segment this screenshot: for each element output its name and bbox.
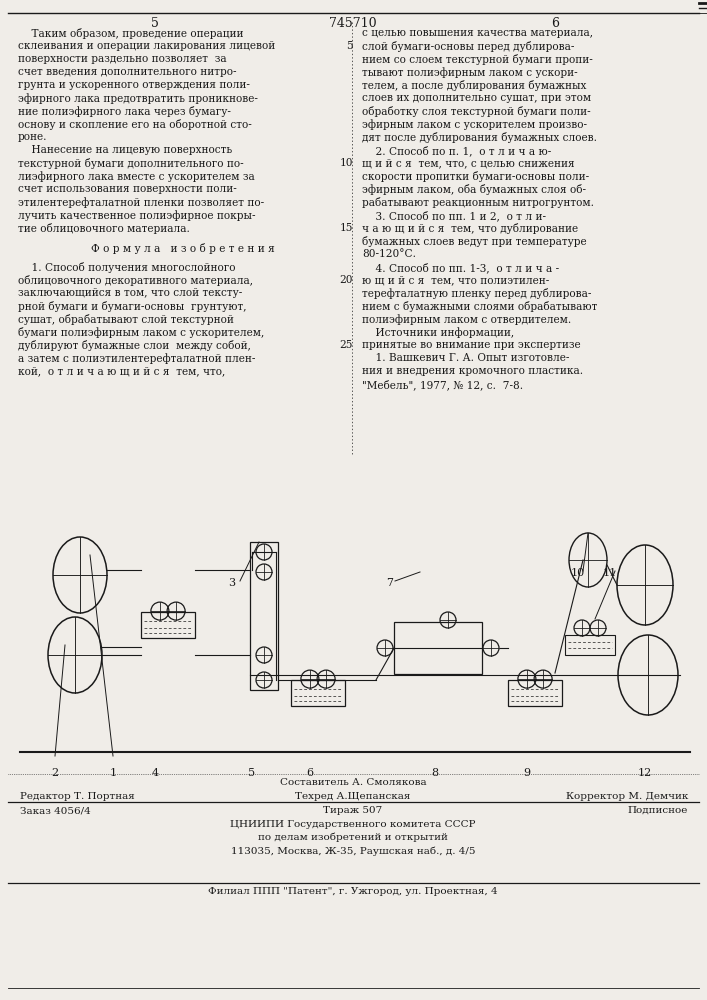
Text: 2. Способ по п. 1,  о т л и ч а ю-: 2. Способ по п. 1, о т л и ч а ю-: [362, 145, 551, 156]
Text: эфирного лака предотвратить проникнове-: эфирного лака предотвратить проникнове-: [18, 93, 258, 104]
Text: 113035, Москва, Ж-35, Раушская наб., д. 4/5: 113035, Москва, Ж-35, Раушская наб., д. …: [230, 846, 475, 856]
Text: Корректор М. Демчик: Корректор М. Демчик: [566, 792, 688, 801]
Text: роне.: роне.: [18, 132, 47, 142]
Text: полиэфирным лаком с отвердителем.: полиэфирным лаком с отвердителем.: [362, 314, 571, 325]
Text: сушат, обрабатывают слой текстурной: сушат, обрабатывают слой текстурной: [18, 314, 234, 325]
Text: слой бумаги-основы перед дублирова-: слой бумаги-основы перед дублирова-: [362, 41, 574, 52]
Bar: [250, 542, 278, 690]
Text: кой,  о т л и ч а ю щ и й с я  тем, что,: кой, о т л и ч а ю щ и й с я тем, что,: [18, 366, 226, 376]
Text: телем, а после дублирования бумажных: телем, а после дублирования бумажных: [362, 80, 586, 91]
Text: нием с бумажными слоями обрабатывают: нием с бумажными слоями обрабатывают: [362, 301, 597, 312]
Bar: [394, 622, 482, 674]
Text: ния и внедрения кромочного пластика.: ния и внедрения кромочного пластика.: [362, 366, 583, 376]
Text: терефталатную пленку перед дублирова-: терефталатную пленку перед дублирова-: [362, 288, 591, 299]
Text: 80-120°С.: 80-120°С.: [362, 249, 416, 259]
Text: 1. Вашкевич Г. А. Опыт изготовле-: 1. Вашкевич Г. А. Опыт изготовле-: [362, 353, 569, 363]
Text: ю щ и й с я  тем, что полиэтилен-: ю щ и й с я тем, что полиэтилен-: [362, 275, 549, 285]
Text: бумаги полиэфирным лаком с ускорителем,: бумаги полиэфирным лаком с ускорителем,: [18, 327, 264, 338]
Text: 1. Способ получения многослойного: 1. Способ получения многослойного: [18, 262, 235, 273]
Text: ч а ю щ и й с я  тем, что дублирование: ч а ю щ и й с я тем, что дублирование: [362, 223, 578, 234]
Text: основу и скопление его на оборотной сто-: основу и скопление его на оборотной сто-: [18, 119, 252, 130]
Text: Источники информации,: Источники информации,: [362, 327, 514, 338]
Text: 6: 6: [306, 768, 314, 778]
Text: 1: 1: [110, 768, 117, 778]
Text: 9: 9: [523, 768, 530, 778]
Text: а затем с полиэтилентерефталатной плен-: а затем с полиэтилентерефталатной плен-: [18, 353, 255, 364]
Text: 5: 5: [346, 41, 353, 51]
Text: заключающийся в том, что слой тексту-: заключающийся в том, что слой тексту-: [18, 288, 243, 298]
Text: эфирным лаком, оба бумажных слоя об-: эфирным лаком, оба бумажных слоя об-: [362, 184, 586, 195]
Text: склеивания и операции лакирования лицевой: склеивания и операции лакирования лицево…: [18, 41, 275, 51]
Text: Заказ 4056/4: Заказ 4056/4: [20, 806, 90, 815]
Text: тывают полиэфирным лаком с ускори-: тывают полиэфирным лаком с ускори-: [362, 67, 578, 78]
Text: облицовочного декоративного материала,: облицовочного декоративного материала,: [18, 275, 253, 286]
Text: по делам изобретений и открытий: по делам изобретений и открытий: [258, 833, 448, 842]
Text: щ и й с я  тем, что, с целью снижения: щ и й с я тем, что, с целью снижения: [362, 158, 575, 168]
Bar: [565, 635, 615, 655]
Text: 15: 15: [339, 223, 353, 233]
Text: счет введения дополнительного нитро-: счет введения дополнительного нитро-: [18, 67, 237, 77]
Text: "Мебель", 1977, № 12, с.  7-8.: "Мебель", 1977, № 12, с. 7-8.: [362, 379, 523, 390]
Text: 10: 10: [339, 158, 353, 168]
Text: Нанесение на лицевую поверхность: Нанесение на лицевую поверхность: [18, 145, 233, 155]
Text: тие облицовочного материала.: тие облицовочного материала.: [18, 223, 190, 234]
Text: Тираж 507: Тираж 507: [323, 806, 382, 815]
Text: лиэфирного лака вместе с ускорителем за: лиэфирного лака вместе с ускорителем за: [18, 171, 255, 182]
Text: ЦНИИПИ Государственного комитета СССР: ЦНИИПИ Государственного комитета СССР: [230, 820, 476, 829]
Text: Ф о р м у л а   и з о б р е т е н и я: Ф о р м у л а и з о б р е т е н и я: [91, 242, 275, 253]
Text: 20: 20: [339, 275, 353, 285]
Text: ние полиэфирного лака через бумагу-: ние полиэфирного лака через бумагу-: [18, 106, 231, 117]
Text: 3: 3: [228, 578, 235, 588]
Text: с целью повышения качества материала,: с целью повышения качества материала,: [362, 28, 593, 38]
Text: Таким образом, проведение операции: Таким образом, проведение операции: [18, 28, 243, 39]
Text: 2: 2: [52, 768, 59, 778]
Text: 10: 10: [571, 568, 585, 578]
Text: дублируют бумажные слои  между собой,: дублируют бумажные слои между собой,: [18, 340, 251, 351]
Text: 8: 8: [431, 768, 438, 778]
Text: слоев их дополнительно сушат, при этом: слоев их дополнительно сушат, при этом: [362, 93, 591, 103]
Text: Составитель А. Смолякова: Составитель А. Смолякова: [280, 778, 426, 787]
Text: 745710: 745710: [329, 17, 377, 30]
Text: обработку слоя текстурной бумаги поли-: обработку слоя текстурной бумаги поли-: [362, 106, 590, 117]
Text: 5: 5: [151, 17, 159, 30]
Text: текстурной бумаги дополнительного по-: текстурной бумаги дополнительного по-: [18, 158, 244, 169]
Text: Техред А.Щепанская: Техред А.Щепанская: [296, 792, 411, 801]
Text: 4. Способ по пп. 1-3,  о т л и ч а -: 4. Способ по пп. 1-3, о т л и ч а -: [362, 262, 559, 273]
Text: Редактор Т. Портная: Редактор Т. Портная: [20, 792, 135, 801]
Text: 4: 4: [151, 768, 158, 778]
Text: дят после дублирования бумажных слоев.: дят после дублирования бумажных слоев.: [362, 132, 597, 143]
Bar: [508, 680, 562, 706]
Text: счет использования поверхности поли-: счет использования поверхности поли-: [18, 184, 237, 194]
Text: принятые во внимание при экспертизе: принятые во внимание при экспертизе: [362, 340, 580, 350]
Text: 6: 6: [551, 17, 559, 30]
Text: эфирным лаком с ускорителем произво-: эфирным лаком с ускорителем произво-: [362, 119, 587, 130]
Text: этилентерефталатной пленки позволяет по-: этилентерефталатной пленки позволяет по-: [18, 197, 264, 208]
Bar: [141, 612, 195, 638]
Text: рабатывают реакционным нитрогрунтом.: рабатывают реакционным нитрогрунтом.: [362, 197, 594, 208]
Text: 12: 12: [638, 768, 652, 778]
Text: нием со слоем текстурной бумаги пропи-: нием со слоем текстурной бумаги пропи-: [362, 54, 592, 65]
Text: поверхности раздельно позволяет  за: поверхности раздельно позволяет за: [18, 54, 227, 64]
Text: рной бумаги и бумаги-основы  грунтуют,: рной бумаги и бумаги-основы грунтуют,: [18, 301, 247, 312]
Text: 25: 25: [339, 340, 353, 350]
Text: Филиал ППП "Патент", г. Ужгород, ул. Проектная, 4: Филиал ППП "Патент", г. Ужгород, ул. Про…: [208, 887, 498, 896]
Text: грунта и ускоренного отверждения поли-: грунта и ускоренного отверждения поли-: [18, 80, 250, 90]
Text: 7: 7: [387, 578, 394, 588]
Text: 3. Способ по пп. 1 и 2,  о т л и-: 3. Способ по пп. 1 и 2, о т л и-: [362, 210, 546, 221]
Text: скорости пропитки бумаги-основы поли-: скорости пропитки бумаги-основы поли-: [362, 171, 589, 182]
Text: 11: 11: [603, 568, 617, 578]
Text: бумажных слоев ведут при температуре: бумажных слоев ведут при температуре: [362, 236, 587, 247]
Text: 5: 5: [248, 768, 255, 778]
Bar: [291, 680, 345, 706]
Text: лучить качественное полиэфирное покры-: лучить качественное полиэфирное покры-: [18, 210, 255, 221]
Text: Подписное: Подписное: [628, 806, 688, 815]
